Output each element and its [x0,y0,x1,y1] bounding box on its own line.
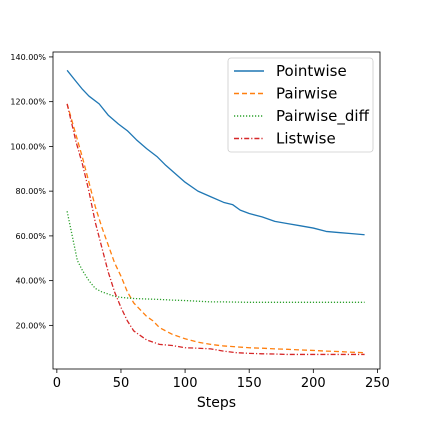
x-tick-label: 200 [301,376,326,391]
y-tick-label: 100.00% [10,142,46,151]
series-line-pairwise [66,103,365,354]
y-tick-label: 120.00% [10,98,46,107]
legend-label: Listwise [276,130,336,148]
legend-box [227,57,374,153]
series-lines [66,69,365,356]
legend-label: Pointwise [276,62,347,80]
x-tick-label: 0 [53,376,61,391]
y-tick-label: 140.00% [10,53,46,62]
x-tick-label: 100 [173,376,198,391]
y-tick-label: 20.00% [15,321,46,330]
series-line-listwise [66,103,365,356]
x-tick-label: 150 [237,376,262,391]
x-tick-label: 250 [365,376,390,391]
y-tick-label: 60.00% [15,232,46,241]
legend: Pointwise Pairwise Pairwise_diff Listwise [227,57,374,153]
series-line-pairwise-diff [66,211,365,303]
y-tick-label: 80.00% [15,187,46,196]
series-line-pointwise [66,69,365,236]
y-tick-label: 40.00% [15,277,46,286]
x-axis: 0 50 100 150 200 250 [53,369,390,391]
x-tick-label: 50 [113,376,130,391]
legend-label: Pairwise [276,85,337,103]
legend-label: Pairwise_diff [276,107,370,126]
y-axis: 20.00% 40.00% 60.00% 80.00% 100.00% 120.00% 14… [10,53,53,330]
x-axis-label: Steps [197,395,236,411]
